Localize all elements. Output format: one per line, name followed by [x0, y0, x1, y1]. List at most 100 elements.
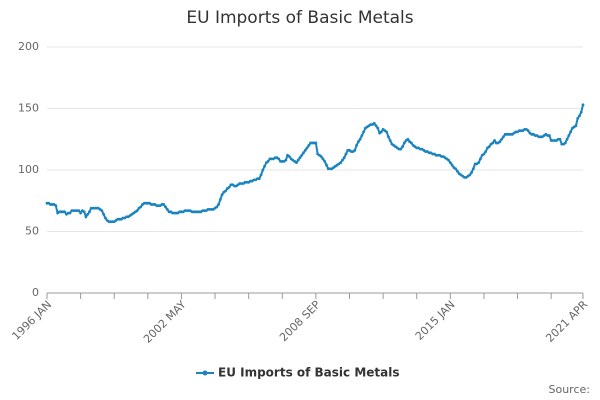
- source: Source:: [549, 383, 591, 396]
- x-tick-label: 2015 JAN: [413, 298, 458, 343]
- point: [227, 185, 231, 189]
- point: [68, 211, 72, 215]
- point: [567, 134, 571, 137]
- point: [342, 156, 346, 160]
- point: [139, 205, 143, 209]
- point: [574, 124, 578, 128]
- y-tick-label: 0: [32, 286, 39, 299]
- point: [547, 134, 551, 137]
- point: [454, 167, 458, 171]
- point: [576, 116, 580, 120]
- point: [302, 151, 305, 155]
- point: [321, 157, 325, 161]
- point: [358, 137, 362, 141]
- point: [410, 141, 413, 145]
- point: [100, 209, 104, 212]
- point: [303, 148, 307, 152]
- point: [558, 137, 562, 141]
- point: [314, 141, 318, 145]
- point: [353, 148, 357, 152]
- point: [341, 158, 344, 162]
- point: [581, 103, 585, 107]
- point: [477, 161, 481, 165]
- legend-text: EU Imports of Basic Metals: [218, 366, 400, 380]
- point: [456, 169, 459, 173]
- point: [86, 212, 90, 216]
- point: [263, 164, 266, 168]
- point: [487, 145, 491, 149]
- x-tick-label: 2002 MAY: [141, 298, 189, 346]
- point: [300, 153, 304, 157]
- point: [526, 129, 530, 133]
- point: [284, 158, 288, 162]
- point: [493, 139, 496, 142]
- point: [296, 158, 300, 162]
- y-tick-label: 50: [25, 225, 39, 238]
- x-tick-label: 2021 APR: [543, 298, 590, 345]
- point: [135, 209, 139, 212]
- point: [401, 145, 404, 149]
- point: [470, 171, 473, 174]
- point: [379, 130, 383, 134]
- point: [447, 158, 450, 162]
- point: [360, 134, 364, 137]
- chart-title: EU Imports of Basic Metals: [186, 8, 413, 28]
- point: [257, 177, 261, 181]
- point: [387, 135, 390, 139]
- point: [220, 193, 224, 197]
- point: [563, 141, 567, 145]
- point: [344, 152, 348, 156]
- point: [325, 163, 328, 167]
- point: [307, 144, 311, 147]
- point: [217, 203, 220, 206]
- y-tick-label: 100: [18, 163, 39, 176]
- point: [277, 157, 281, 161]
- point: [287, 155, 291, 158]
- point: [565, 137, 569, 141]
- point: [305, 146, 309, 150]
- point: [501, 135, 505, 139]
- y-tick-label: 150: [18, 102, 39, 115]
- point: [388, 139, 392, 142]
- point: [84, 215, 88, 219]
- point: [578, 114, 581, 118]
- point: [164, 205, 167, 209]
- point: [323, 159, 327, 163]
- point: [406, 137, 410, 141]
- point: [478, 157, 482, 161]
- point: [261, 168, 265, 172]
- y-tick-label: 200: [18, 40, 39, 53]
- point: [468, 173, 472, 177]
- series-line: [47, 104, 584, 223]
- point: [500, 137, 504, 141]
- point: [295, 161, 298, 165]
- point: [471, 167, 475, 171]
- point: [569, 130, 573, 134]
- point: [362, 130, 366, 134]
- point: [319, 155, 323, 158]
- point: [259, 173, 263, 177]
- point: [356, 140, 360, 144]
- point: [266, 159, 270, 163]
- point: [399, 147, 403, 151]
- point: [88, 210, 91, 214]
- point: [374, 124, 378, 128]
- point: [224, 189, 228, 193]
- point: [165, 207, 169, 211]
- x-tick-label: 2008 SEP: [277, 298, 323, 344]
- point: [339, 161, 343, 165]
- point: [103, 216, 107, 220]
- x-tick-label: 1996 JAN: [9, 298, 54, 343]
- legend-marker: [202, 370, 208, 376]
- point: [54, 204, 58, 208]
- point: [79, 211, 83, 215]
- point: [376, 126, 380, 130]
- point: [82, 210, 86, 214]
- point: [402, 141, 406, 145]
- point: [484, 150, 488, 153]
- point: [63, 210, 67, 214]
- point: [385, 130, 389, 134]
- point: [77, 209, 81, 212]
- point: [372, 121, 376, 125]
